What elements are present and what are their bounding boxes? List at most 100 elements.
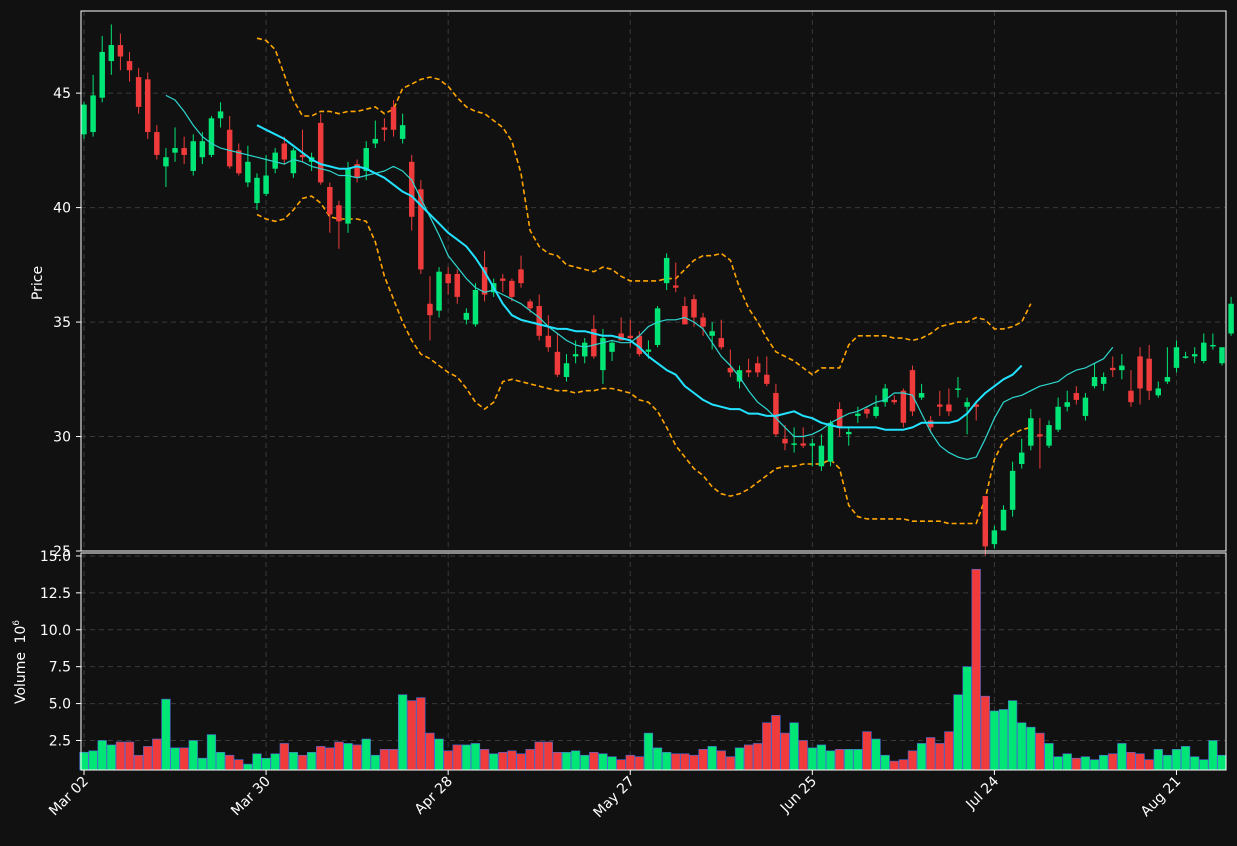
candle-body xyxy=(281,143,288,160)
candle-body xyxy=(563,363,570,378)
volume-bar xyxy=(106,744,116,771)
candle-body xyxy=(927,420,934,428)
volume-bar xyxy=(325,747,335,771)
candle-body xyxy=(855,413,861,416)
candle-body xyxy=(135,77,142,107)
volume-bar xyxy=(452,744,462,771)
volume-bar xyxy=(589,751,599,771)
candle-body xyxy=(709,331,715,336)
volume-bar xyxy=(1217,754,1227,771)
candle-body xyxy=(1146,358,1152,391)
volume-bar xyxy=(407,700,417,771)
volume-bar xyxy=(1153,749,1163,771)
candle-body xyxy=(663,257,670,284)
volume-bar xyxy=(1199,759,1209,771)
volume-bar xyxy=(525,749,535,771)
volume-bar xyxy=(343,743,353,771)
volume-bar xyxy=(1099,754,1109,771)
candle-body xyxy=(154,132,160,155)
volume-bar xyxy=(124,741,135,771)
candle-body xyxy=(1119,365,1125,371)
volume-bar xyxy=(1208,740,1218,771)
volume-bar xyxy=(1117,743,1127,771)
volume-bar xyxy=(980,695,990,771)
candle-body xyxy=(509,280,515,297)
candle-body xyxy=(172,148,178,153)
volume-bar xyxy=(1126,751,1136,771)
candle-body xyxy=(964,402,970,407)
candle-body xyxy=(937,404,943,407)
candle-body xyxy=(1164,377,1171,382)
candle-body xyxy=(381,127,388,130)
volume-series xyxy=(79,568,1227,771)
candle-body xyxy=(754,363,761,373)
candle-body xyxy=(827,422,834,462)
volume-bar xyxy=(771,715,781,771)
volume-bar xyxy=(962,666,972,771)
candle-body xyxy=(1055,406,1061,430)
candle-body xyxy=(190,141,196,171)
volume-bar xyxy=(743,744,754,771)
volume-bar xyxy=(152,738,162,771)
volume-bar xyxy=(871,738,881,771)
candle-body xyxy=(1182,356,1189,358)
candle-body xyxy=(336,205,342,222)
volume-bar xyxy=(570,750,581,771)
candle-body xyxy=(90,95,96,133)
candle-body xyxy=(800,443,806,446)
candle-body xyxy=(81,104,87,135)
volume-bar xyxy=(825,750,836,771)
volume-bar xyxy=(306,751,317,771)
volume-bar xyxy=(907,750,918,771)
volume-bar xyxy=(1080,756,1091,771)
candle-body xyxy=(263,175,269,194)
volume-bar xyxy=(725,756,736,771)
volume-bar xyxy=(607,756,617,771)
volume-bar xyxy=(835,749,845,771)
candle-body xyxy=(1028,418,1034,446)
volume-bar xyxy=(215,751,226,771)
volume-bar xyxy=(179,747,189,771)
volume-bar xyxy=(662,751,672,771)
candle-body xyxy=(272,152,278,169)
volume-bar xyxy=(898,759,908,771)
volume-bar xyxy=(953,694,963,771)
volume-bar xyxy=(170,747,180,771)
axes-labels: Price Volume 106 xyxy=(12,266,46,704)
volume-bar xyxy=(479,749,490,771)
volume-bar xyxy=(279,743,289,771)
volume-bar xyxy=(807,747,817,771)
candle-body xyxy=(1173,347,1180,368)
candle-body xyxy=(481,267,488,295)
candle-body xyxy=(609,342,615,352)
candle-body xyxy=(1137,356,1143,389)
candle-body xyxy=(618,333,624,341)
volume-bar xyxy=(707,746,717,771)
candle-body xyxy=(909,370,916,412)
candle-body xyxy=(782,438,788,444)
volume-bar xyxy=(753,743,763,771)
candle-body xyxy=(163,157,169,167)
volume-bar xyxy=(1062,753,1072,771)
candle-body xyxy=(463,312,470,320)
volume-bar xyxy=(1171,749,1182,771)
volume-bar xyxy=(288,751,299,771)
volume-bar xyxy=(889,760,899,771)
volume-bar xyxy=(534,741,544,771)
volume-bar xyxy=(416,697,426,771)
volume-bar xyxy=(270,753,280,771)
candle-body xyxy=(991,530,998,545)
volume-tick-label: 12.5 xyxy=(40,586,71,602)
price-tick-label: 45 xyxy=(53,86,71,102)
volume-bar xyxy=(243,763,253,771)
candle-body xyxy=(773,393,779,435)
volume-bar xyxy=(671,753,681,771)
candle-body xyxy=(1009,470,1016,510)
candle-body xyxy=(554,351,561,375)
price-tick-label: 25 xyxy=(53,544,71,560)
volume-bar xyxy=(434,738,444,771)
volume-bar xyxy=(1026,726,1036,771)
candle-body xyxy=(645,349,652,352)
candle-body xyxy=(654,308,661,345)
volume-bar xyxy=(461,744,471,771)
